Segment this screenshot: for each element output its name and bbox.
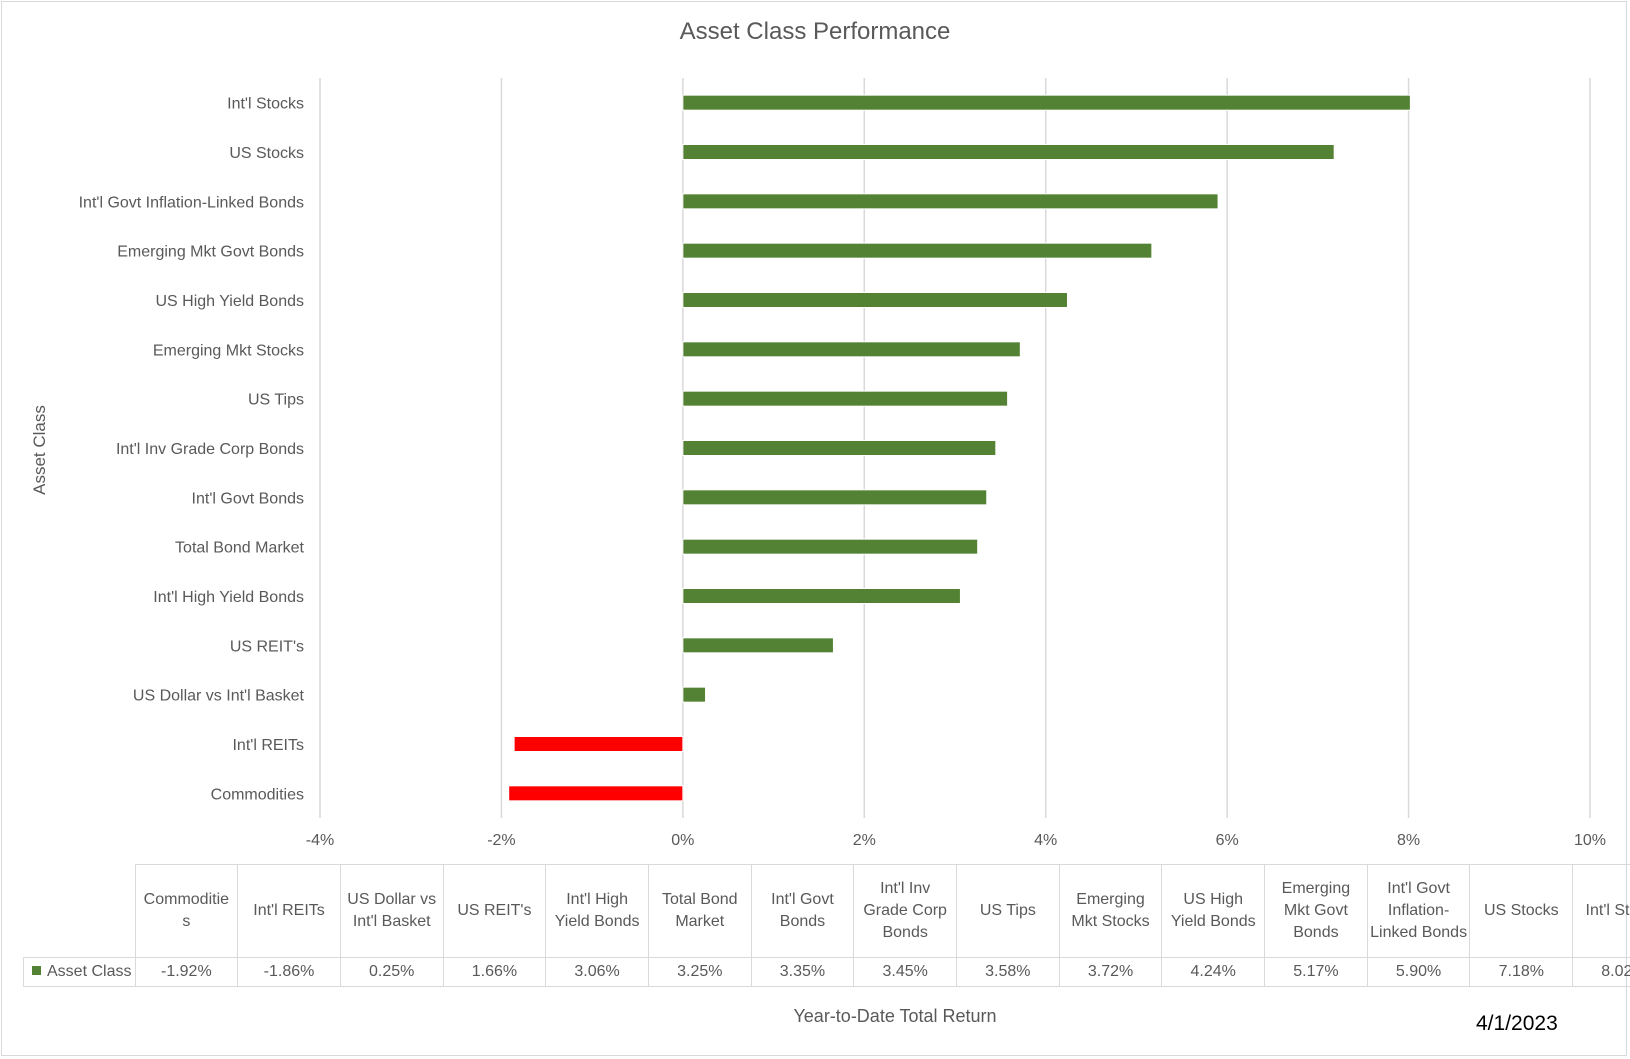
category-label: Total Bond Market [175, 540, 305, 557]
category-label: Int'l Stocks [227, 96, 304, 113]
table-value-cell: 1.66% [442, 957, 547, 987]
table-header-cell: Int'l Govt Inflation- Linked Bonds [1366, 864, 1471, 958]
table-value-cell: 3.35% [750, 957, 855, 987]
category-label: Int'l Govt Inflation-Linked Bonds [79, 194, 304, 211]
bar [682, 538, 979, 555]
bar [682, 94, 1411, 111]
table-header-cell: Commoditie s [134, 864, 239, 958]
table-header-cell: US Stocks [1469, 864, 1574, 958]
table-header-cell: Emerging Mkt Govt Bonds [1264, 864, 1368, 958]
table-value-cell: 8.02% [1572, 957, 1630, 987]
x-tick-label: -2% [487, 832, 515, 849]
chart-title: Asset Class Performance [679, 18, 951, 45]
table-value-cell: 3.45% [853, 957, 957, 987]
table-header-cell: Emerging Mkt Stocks [1058, 864, 1163, 958]
table-value-cell: -1.92% [134, 957, 239, 987]
table-values-row: Asset Class -1.92% -1.86% 0.25% 1.66% 3.06% 3… [23, 957, 1630, 987]
table-series-cell: Asset Class [23, 957, 136, 987]
table-header-cell: US REIT's [442, 864, 547, 958]
table-value-cell: 3.72% [1058, 957, 1163, 987]
category-label: US Dollar vs Int'l Basket [133, 688, 305, 705]
x-axis-title: Year-to-Date Total Return [793, 1006, 997, 1026]
table-value-cell: 3.25% [647, 957, 752, 987]
category-label: Int'l Inv Grade Corp Bonds [116, 441, 304, 458]
bar [682, 193, 1219, 210]
category-label: Int'l REITs [232, 737, 304, 754]
category-label: US Tips [248, 392, 304, 409]
legend-key [32, 966, 41, 976]
table-header-cell: Int'l Stocks [1572, 864, 1630, 958]
table-value-cell: 3.58% [956, 957, 1060, 987]
date-label: 4/1/2023 [1476, 1012, 1558, 1035]
bar [682, 686, 707, 703]
x-tick-label: 10% [1574, 832, 1606, 849]
category-label: Emerging Mkt Govt Bonds [117, 244, 304, 261]
category-label: Int'l Govt Bonds [192, 490, 304, 507]
table-value-cell: 4.24% [1161, 957, 1266, 987]
bar [682, 440, 997, 456]
bar [513, 736, 684, 752]
category-label: Emerging Mkt Stocks [153, 342, 304, 359]
bar [682, 637, 834, 654]
table-series-label: Asset Class [47, 963, 132, 980]
table-corner-cell [23, 864, 136, 958]
table-header-cell: Int'l High Yield Bonds [545, 864, 649, 958]
x-tick-label: 0% [671, 832, 694, 849]
table-header-cell: Total Bond Market [647, 864, 752, 958]
x-tick-label: 4% [1034, 832, 1057, 849]
bar [682, 588, 961, 604]
table-header-row: Commoditie s Int'l REITs US Dollar vs Int'… [23, 864, 1630, 958]
bar [682, 341, 1021, 358]
table-value-cell: 7.18% [1469, 957, 1574, 987]
table-value-cell: 5.90% [1366, 957, 1471, 987]
table-header-cell: Int'l Govt Bonds [750, 864, 855, 958]
bar [682, 390, 1009, 407]
table-header-cell: US Tips [956, 864, 1060, 958]
category-label: Int'l High Yield Bonds [153, 589, 304, 606]
bar [682, 144, 1335, 160]
x-tick-label: 8% [1397, 832, 1420, 849]
x-tick-label: 2% [853, 832, 876, 849]
table-header-cell: US High Yield Bonds [1161, 864, 1266, 958]
x-tick-label: 6% [1216, 832, 1239, 849]
category-label: US REIT's [230, 638, 304, 655]
table-header-cell: Int'l REITs [237, 864, 341, 958]
table-header-cell: Int'l Inv Grade Corp Bonds [853, 864, 957, 958]
bar [508, 785, 684, 802]
table-value-cell: 3.06% [545, 957, 649, 987]
table-value-cell: 5.17% [1264, 957, 1368, 987]
plot-area: -4% -2% 0% 2% 4% 6% 8% 10% Int'l Stocks US Stocks… [79, 78, 1606, 849]
category-label: Commodities [211, 786, 304, 803]
bar [682, 489, 988, 506]
category-label: US High Yield Bonds [155, 293, 304, 310]
bar [682, 242, 1153, 259]
x-tick-label: -4% [306, 832, 334, 849]
category-label: US Stocks [229, 145, 304, 162]
data-table: Commoditie s Int'l REITs US Dollar vs Int'… [23, 864, 1630, 987]
table-value-cell: 0.25% [339, 957, 444, 987]
table-value-cell: -1.86% [237, 957, 341, 987]
table-header-cell: US Dollar vs Int'l Basket [339, 864, 444, 958]
bar [682, 292, 1068, 308]
